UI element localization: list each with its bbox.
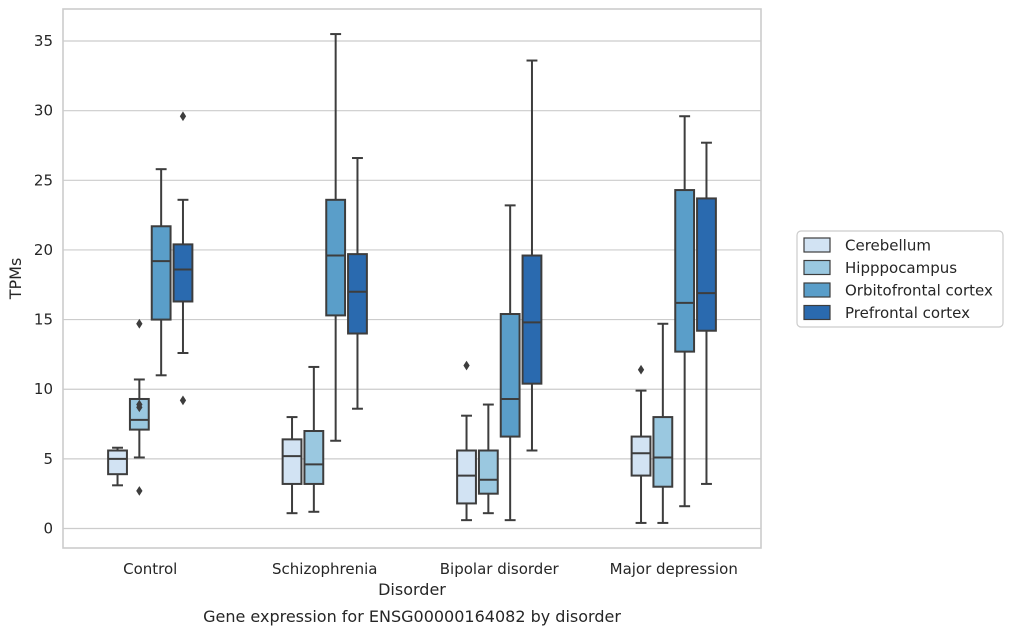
legend-label: Prefrontal cortex <box>845 304 970 322</box>
y-axis-ticks: 0 5 10 15 20 25 30 35 <box>34 32 53 537</box>
y-tick-label: 0 <box>43 520 53 538</box>
boxes <box>107 33 717 524</box>
box-iqr <box>696 197 717 332</box>
x-tick-label: Control <box>123 560 177 578</box>
x-axis-ticks: Control Schizophrenia Bipolar disorder Majo… <box>123 560 738 578</box>
legend-label: Orbitofrontal cortex <box>845 282 993 300</box>
outlier-point <box>179 395 187 406</box>
y-tick-label: 15 <box>34 311 53 329</box>
box-prefrontal-cortex <box>172 111 194 406</box>
box-hipppocampus <box>303 365 325 513</box>
x-tick-label: Major depression <box>610 560 738 578</box>
legend-swatch <box>803 237 831 253</box>
box-hipppocampus <box>652 322 674 524</box>
outlier-point <box>136 399 143 410</box>
box-orbitofrontal-cortex <box>325 33 347 442</box>
y-tick-label: 5 <box>43 450 53 468</box>
outlier-point <box>179 111 187 122</box>
box-iqr <box>107 449 128 476</box>
box-prefrontal-cortex <box>696 141 717 485</box>
x-tick-label: Schizophrenia <box>272 560 377 578</box>
box-iqr <box>630 435 652 477</box>
y-tick-label: 10 <box>34 380 53 398</box>
box-iqr <box>456 449 477 505</box>
box-cerebellum <box>630 364 652 524</box>
legend-label: Cerebellum <box>845 237 931 255</box>
outlier-point <box>136 486 143 496</box>
legend-label: Hipppocampus <box>845 259 957 277</box>
box-iqr <box>674 189 696 353</box>
box-iqr <box>172 243 194 303</box>
box-hipppocampus <box>128 318 150 496</box>
y-tick-label: 25 <box>34 171 53 189</box>
legend-swatch <box>803 304 831 321</box>
y-tick-label: 20 <box>34 241 53 259</box>
box-iqr <box>499 313 521 438</box>
y-axis-label: TPMs <box>6 258 25 301</box>
plot-frame <box>62 8 762 549</box>
x-axis-label: Disorder <box>378 580 446 599</box>
outlier-point <box>136 318 143 329</box>
box-orbitofrontal-cortex <box>674 115 696 508</box>
legend-swatch <box>803 282 831 298</box>
box-orbitofrontal-cortex <box>150 168 172 377</box>
legend: Cerebellum Hipppocampus Orbitofrontal cort… <box>796 230 1004 328</box>
box-iqr <box>281 438 303 485</box>
box-cerebellum <box>281 416 303 515</box>
box-iqr <box>325 198 347 317</box>
box-iqr <box>150 225 172 321</box>
chart-caption: Gene expression for ENSG00000164082 by d… <box>203 607 621 626</box>
legend-frame <box>796 230 1004 328</box>
box-iqr <box>303 430 325 485</box>
box-prefrontal-cortex <box>347 157 368 410</box>
outlier-point <box>637 364 645 375</box>
box-iqr <box>477 449 499 495</box>
y-tick-label: 30 <box>34 102 53 120</box>
x-tick-label: Bipolar disorder <box>440 560 560 578</box>
box-iqr <box>347 253 368 335</box>
box-hipppocampus <box>477 403 499 515</box>
box-cerebellum <box>456 360 477 522</box>
box-iqr <box>652 416 674 488</box>
box-orbitofrontal-cortex <box>499 204 521 522</box>
outlier-point <box>463 360 470 371</box>
box-iqr <box>128 397 150 431</box>
box-iqr <box>521 254 543 385</box>
y-tick-label: 35 <box>34 32 53 50</box>
box-prefrontal-cortex <box>521 59 543 452</box>
legend-swatch <box>803 259 831 276</box>
box-cerebellum <box>107 446 128 487</box>
